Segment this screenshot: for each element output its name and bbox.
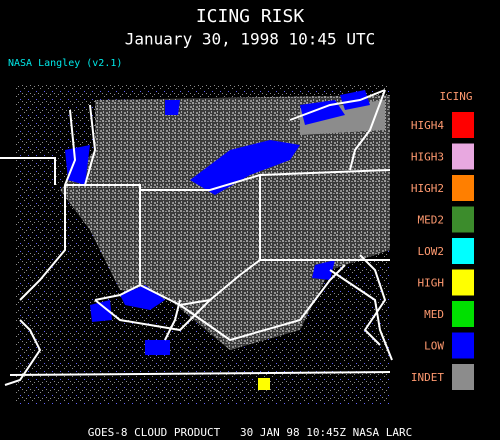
legend-swatch xyxy=(452,112,474,138)
footer: GOES-8 CLOUD PRODUCT 30 JAN 98 10:45Z NA… xyxy=(88,426,413,439)
legend: HIGH4 HIGH3 HIGH2 MED2 LOW2 HIGH MED LOW INDET xyxy=(411,112,474,390)
legend-swatch xyxy=(452,364,474,390)
legend-label: HIGH3 xyxy=(411,151,444,164)
legend-label: HIGH4 xyxy=(411,119,444,132)
map xyxy=(0,85,393,405)
legend-label: LOW2 xyxy=(418,245,445,258)
legend-label: HIGH xyxy=(418,277,445,290)
legend-swatch xyxy=(452,332,474,359)
legend-swatch xyxy=(452,175,474,201)
legend-label: INDET xyxy=(411,371,444,384)
legend-title: ICING xyxy=(439,90,472,103)
legend-swatch xyxy=(452,238,474,264)
subtitle: January 30, 1998 10:45 UTC xyxy=(125,30,375,49)
cloud-high xyxy=(258,378,270,390)
legend-swatch xyxy=(452,143,474,170)
state-boundaries xyxy=(0,89,393,386)
legend-swatch xyxy=(452,269,474,296)
legend-swatch xyxy=(452,206,474,233)
legend-swatch xyxy=(452,301,474,327)
legend-label: LOW xyxy=(424,340,444,353)
cloud-low xyxy=(65,90,370,355)
legend-label: MED2 xyxy=(418,214,445,227)
legend-label: MED xyxy=(424,308,444,321)
title: ICING RISK xyxy=(196,6,305,27)
source-label: NASA Langley (v2.1) xyxy=(8,58,122,69)
legend-label: HIGH2 xyxy=(411,182,444,195)
